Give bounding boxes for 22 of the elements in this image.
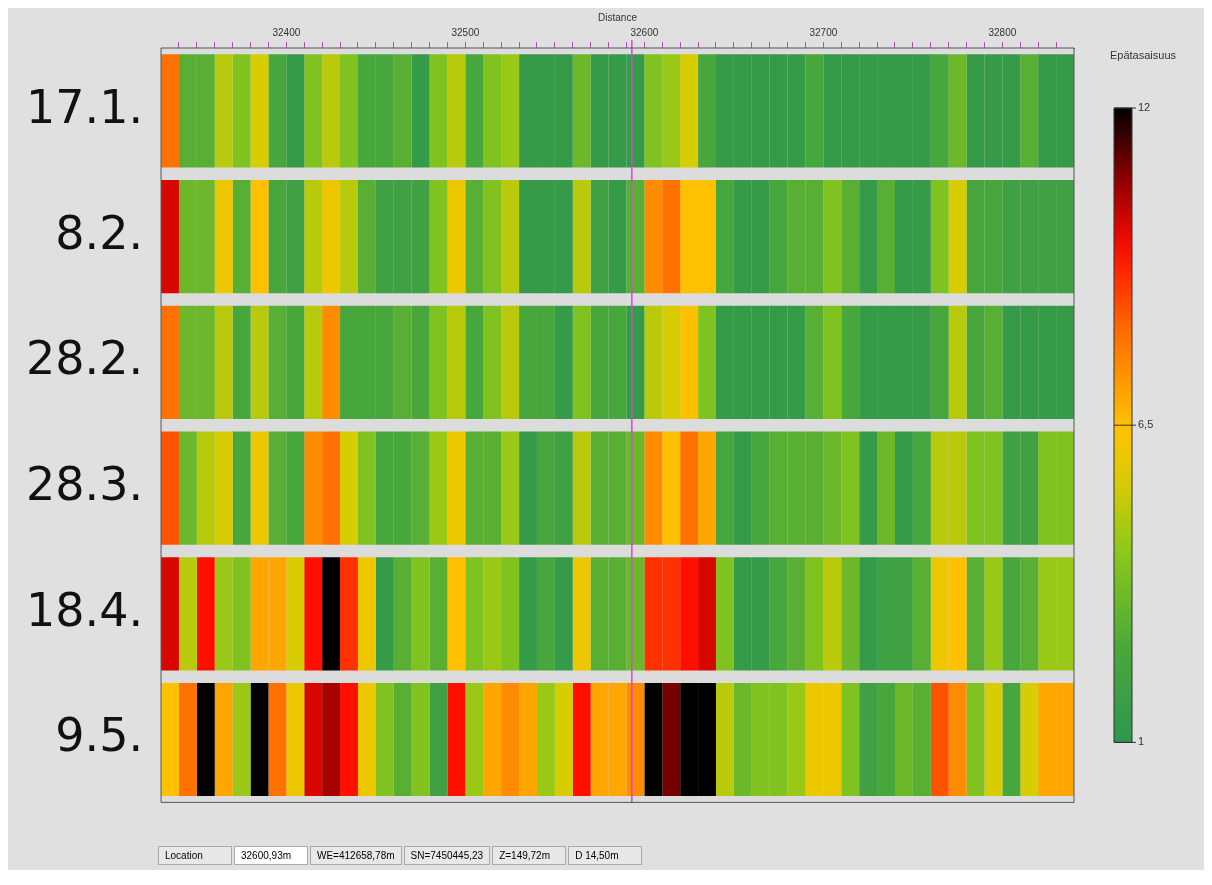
text: 32600,93m: [234, 845, 308, 865]
x-tick-label: 32400: [272, 26, 301, 38]
color-bar-label: 1: [1138, 735, 1145, 748]
x-axis-title: Distance: [598, 11, 638, 23]
y-tick-label: 28.3.: [26, 457, 144, 512]
x-tick-label: 32700: [809, 26, 838, 38]
x-tick-label: 32600: [630, 26, 659, 38]
text: WE=412658,78m: [310, 845, 402, 865]
y-tick-label: 28.2.: [26, 331, 144, 386]
y-tick-label: 18.4.: [26, 582, 144, 637]
text: D 14,50m: [568, 845, 643, 865]
y-tick-label: 17.1.: [26, 79, 144, 134]
y-tick-label: 9.5.: [55, 708, 144, 763]
x-tick-label: 32800: [988, 26, 1017, 38]
color-bar-title: Epätasaisuus: [1109, 49, 1177, 62]
text: Z=149,72m: [492, 845, 567, 865]
text: Location: [158, 845, 232, 865]
color-bar-label: 12: [1138, 101, 1151, 114]
text: SN=7450445,23: [403, 845, 491, 865]
x-tick-label: 32500: [451, 26, 480, 38]
color-bar-label: 6,5: [1138, 418, 1154, 431]
y-tick-label: 8.2.: [55, 205, 144, 260]
